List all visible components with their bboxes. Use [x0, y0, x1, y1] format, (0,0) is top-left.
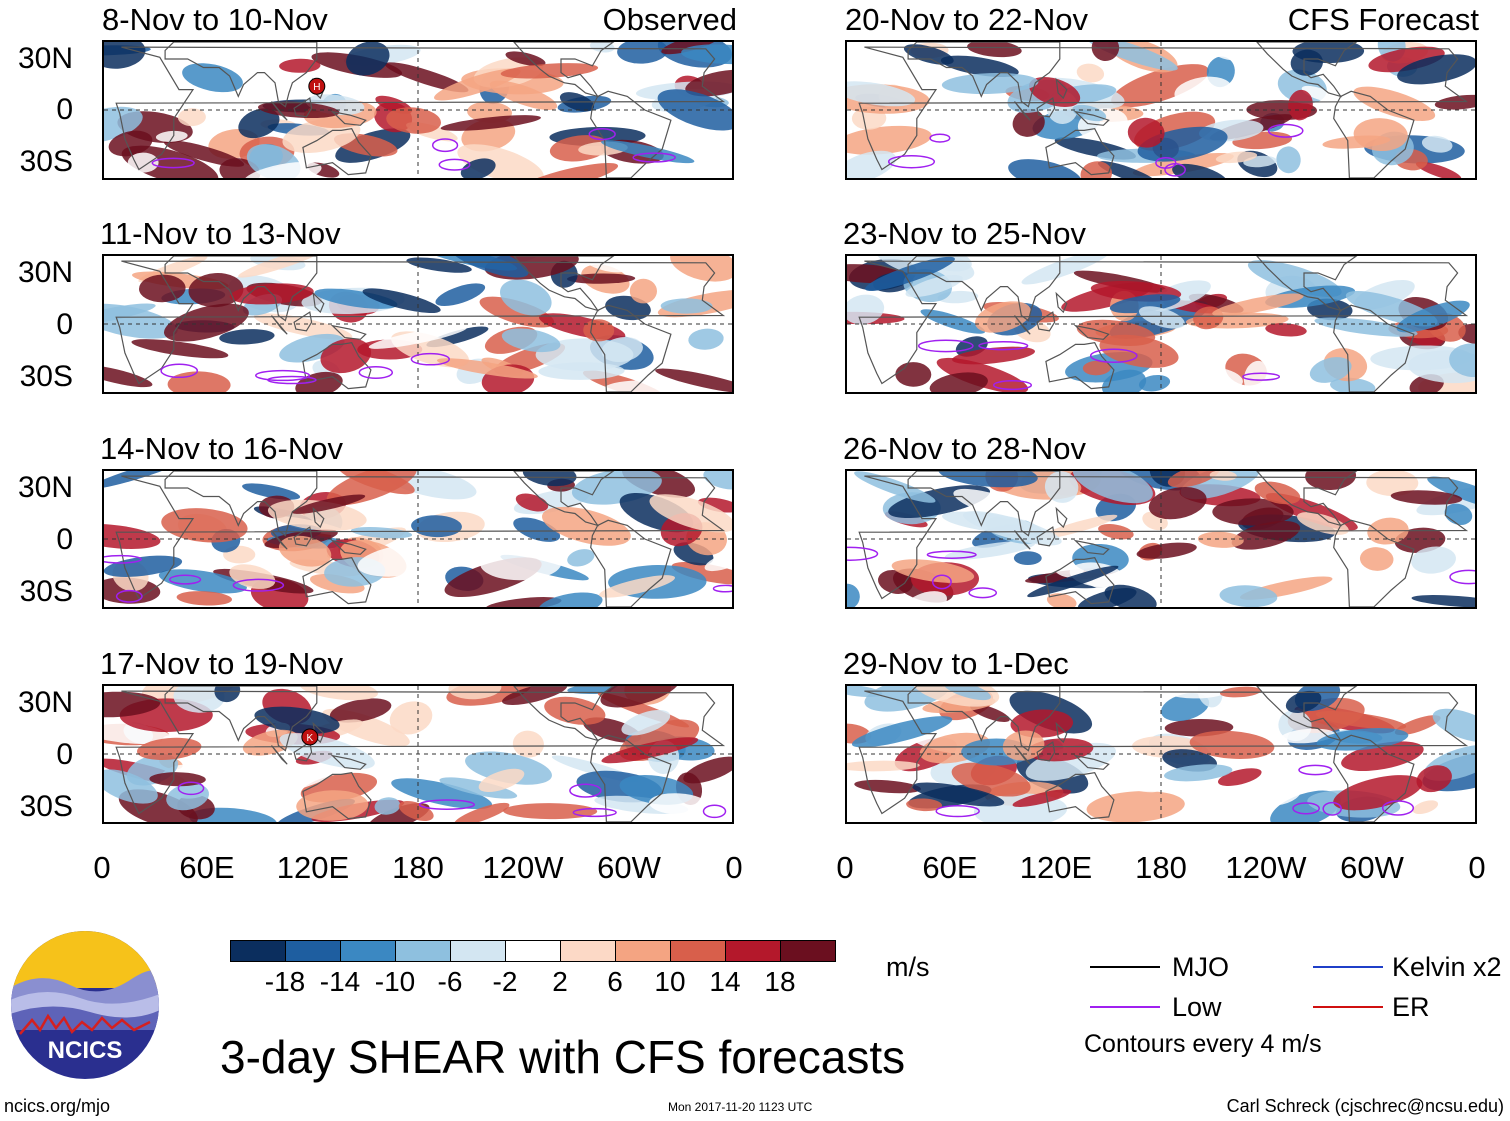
lon-label-0-end: 0 [725, 850, 743, 885]
lat-label-30n: 30N [17, 471, 73, 504]
colorbar-swatch [670, 940, 726, 962]
colorbar-swatch [285, 940, 341, 962]
shear-field: K [104, 686, 732, 822]
map-panel-6 [845, 254, 1477, 394]
lat-label-30s: 30S [19, 145, 73, 178]
colorbar-tick-label: -6 [437, 966, 463, 997]
shear-field [847, 256, 1475, 392]
colorbar-swatch [615, 940, 671, 962]
colorbar-tick-label: 6 [607, 966, 623, 997]
legend-low-label: Low [1172, 992, 1222, 1022]
colorbar-tick-label: -2 [492, 966, 518, 997]
shear-field [104, 471, 732, 607]
map-panel-1: H [102, 40, 734, 180]
colorbar-tick-label: 14 [709, 966, 741, 997]
map-panel-5 [845, 40, 1477, 180]
colorbar-swatch [450, 940, 506, 962]
lon-label-120w: 120W [482, 850, 564, 885]
lon-label-120w: 120W [1225, 850, 1307, 885]
colorbar-units: m/s [886, 952, 930, 982]
storm-marker: K [301, 728, 319, 746]
lat-label-30n: 30N [17, 686, 73, 719]
lat-label-30n: 30N [17, 42, 73, 75]
legend-er-line [1313, 1006, 1383, 1008]
legend-kelvin-line [1313, 966, 1383, 968]
legend-kelvin-label: Kelvin x2 [1392, 952, 1502, 982]
panel-4-title: 17-Nov to 19-Nov [100, 646, 343, 681]
lon-label-120e: 120E [1019, 850, 1093, 885]
lon-label-120e: 120E [276, 850, 350, 885]
panel-7-title: 26-Nov to 28-Nov [843, 431, 1086, 466]
legend-er-label: ER [1392, 992, 1430, 1022]
colorbar-swatch [505, 940, 561, 962]
lon-label-0: 0 [836, 850, 854, 885]
colorbar-swatch [725, 940, 781, 962]
colorbar-tick-label: 2 [552, 966, 568, 997]
lon-label-180: 180 [392, 850, 444, 885]
author-credit: Carl Schreck (cjschrec@ncsu.edu) [1226, 1096, 1504, 1116]
map-panel-7 [845, 469, 1477, 609]
colorbar-swatch [395, 940, 451, 962]
shear-field [847, 686, 1475, 822]
panel-1-title: 8-Nov to 10-Nov [102, 2, 328, 37]
lon-label-0: 0 [93, 850, 111, 885]
svg-text:H: H [313, 82, 320, 93]
panel-6-title: 23-Nov to 25-Nov [843, 216, 1086, 251]
legend-mjo-label: MJO [1172, 952, 1229, 982]
lon-label-60w: 60W [597, 850, 661, 885]
colorbar-tick-label: 10 [654, 966, 686, 997]
colorbar-swatch [340, 940, 396, 962]
panel-1-tag: Observed [602, 2, 737, 37]
lon-label-60e: 60E [179, 850, 235, 885]
colorbar-tick-label: -18 [264, 966, 306, 997]
legend-contours-note: Contours every 4 m/s [1084, 1030, 1322, 1058]
source-url[interactable]: ncics.org/mjo [4, 1096, 111, 1116]
lat-label-30s: 30S [19, 575, 73, 608]
lat-label-30n: 30N [17, 256, 73, 289]
figure-title: 3-day SHEAR with CFS forecasts [220, 1031, 906, 1083]
legend-mjo-line [1090, 966, 1160, 968]
logo-text: NCICS [48, 1037, 123, 1064]
colorbar-tick-label: 18 [764, 966, 796, 997]
colorbar-tick-label: -10 [374, 966, 416, 997]
storm-marker: H [308, 77, 326, 95]
colorbar-swatch [560, 940, 616, 962]
lat-label-eq: 0 [56, 308, 73, 341]
timestamp: Mon 2017-11-20 1123 UTC [668, 1100, 813, 1114]
colorbar-swatch [780, 940, 836, 962]
shear-field [104, 256, 732, 392]
map-panel-3 [102, 469, 734, 609]
ncics-logo: NCICS [10, 930, 160, 1080]
lon-label-60w: 60W [1340, 850, 1404, 885]
lat-label-eq: 0 [56, 738, 73, 771]
map-panel-2 [102, 254, 734, 394]
map-panel-8 [845, 684, 1477, 824]
lat-label-30s: 30S [19, 360, 73, 393]
colorbar-tick-label: -14 [319, 966, 361, 997]
map-panel-4: K [102, 684, 734, 824]
shear-field: H [104, 42, 732, 178]
panel-3-title: 14-Nov to 16-Nov [100, 431, 343, 466]
panel-8-title: 29-Nov to 1-Dec [843, 646, 1069, 681]
colorbar-swatch [230, 940, 286, 962]
lat-label-30s: 30S [19, 790, 73, 823]
lat-label-eq: 0 [56, 93, 73, 126]
lat-label-eq: 0 [56, 523, 73, 556]
panel-5-tag: CFS Forecast [1287, 2, 1479, 37]
panel-2-title: 11-Nov to 13-Nov [100, 216, 341, 251]
shear-field [847, 42, 1475, 178]
svg-text:K: K [307, 733, 314, 744]
legend-low-line [1090, 1006, 1160, 1008]
panel-5-title: 20-Nov to 22-Nov [845, 2, 1088, 37]
lon-label-60e: 60E [922, 850, 978, 885]
lon-label-0-end: 0 [1468, 850, 1486, 885]
shear-field [847, 471, 1475, 607]
lon-label-180: 180 [1135, 850, 1187, 885]
